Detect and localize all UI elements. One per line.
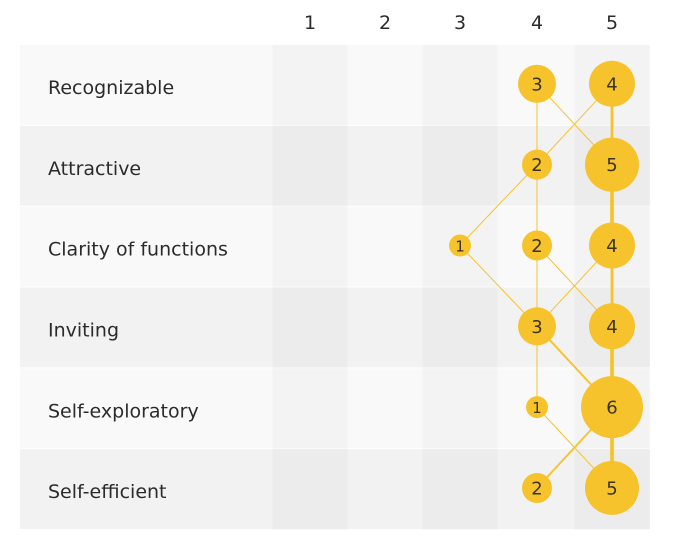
data-point bbox=[526, 396, 548, 419]
data-point bbox=[589, 303, 635, 350]
data-point-label: 1 bbox=[532, 399, 542, 417]
row-label: Attractive bbox=[48, 158, 141, 180]
data-point-label: 4 bbox=[606, 74, 617, 95]
data-point-label: 2 bbox=[531, 478, 542, 499]
data-point bbox=[581, 376, 643, 439]
data-point-label: 5 bbox=[606, 155, 617, 176]
data-point bbox=[522, 472, 552, 503]
points: 3 4 2 5 1 2 4 3 4 1 6 2 5 bbox=[449, 60, 643, 515]
column-shading bbox=[273, 45, 650, 530]
data-point bbox=[585, 460, 639, 515]
data-point-label: 2 bbox=[531, 155, 542, 176]
data-point-label: 4 bbox=[606, 317, 617, 338]
data-point bbox=[522, 230, 552, 261]
column-band bbox=[273, 45, 348, 530]
column-header: 1 bbox=[304, 12, 316, 34]
data-point bbox=[518, 307, 556, 346]
data-point bbox=[518, 64, 556, 103]
column-header: 2 bbox=[379, 12, 391, 34]
link-line bbox=[459, 164, 538, 246]
data-point-label: 4 bbox=[606, 236, 617, 257]
row-label: Self-exploratory bbox=[48, 400, 199, 422]
data-point bbox=[589, 60, 635, 107]
row-labels: Recognizable Attractive Clarity of functio… bbox=[48, 77, 228, 503]
row-label: Recognizable bbox=[48, 77, 174, 99]
row-label: Clarity of functions bbox=[48, 239, 228, 261]
column-headers: 1 2 3 4 5 bbox=[304, 12, 618, 34]
column-header: 4 bbox=[531, 12, 543, 34]
data-point-label: 2 bbox=[531, 236, 542, 257]
row-label: Inviting bbox=[48, 320, 119, 342]
data-point bbox=[522, 149, 552, 180]
row-label: Self-efficient bbox=[48, 481, 167, 503]
data-point-label: 5 bbox=[606, 478, 617, 499]
column-header: 5 bbox=[606, 12, 618, 34]
data-point bbox=[589, 222, 635, 269]
data-point-label: 6 bbox=[606, 398, 617, 419]
data-point-label: 3 bbox=[531, 74, 542, 95]
data-point bbox=[585, 137, 639, 192]
column-header: 3 bbox=[454, 12, 466, 34]
data-point-label: 1 bbox=[455, 237, 465, 255]
data-point-label: 3 bbox=[531, 317, 542, 338]
column-band bbox=[423, 45, 498, 530]
data-point bbox=[449, 234, 471, 257]
column-band bbox=[348, 45, 423, 530]
